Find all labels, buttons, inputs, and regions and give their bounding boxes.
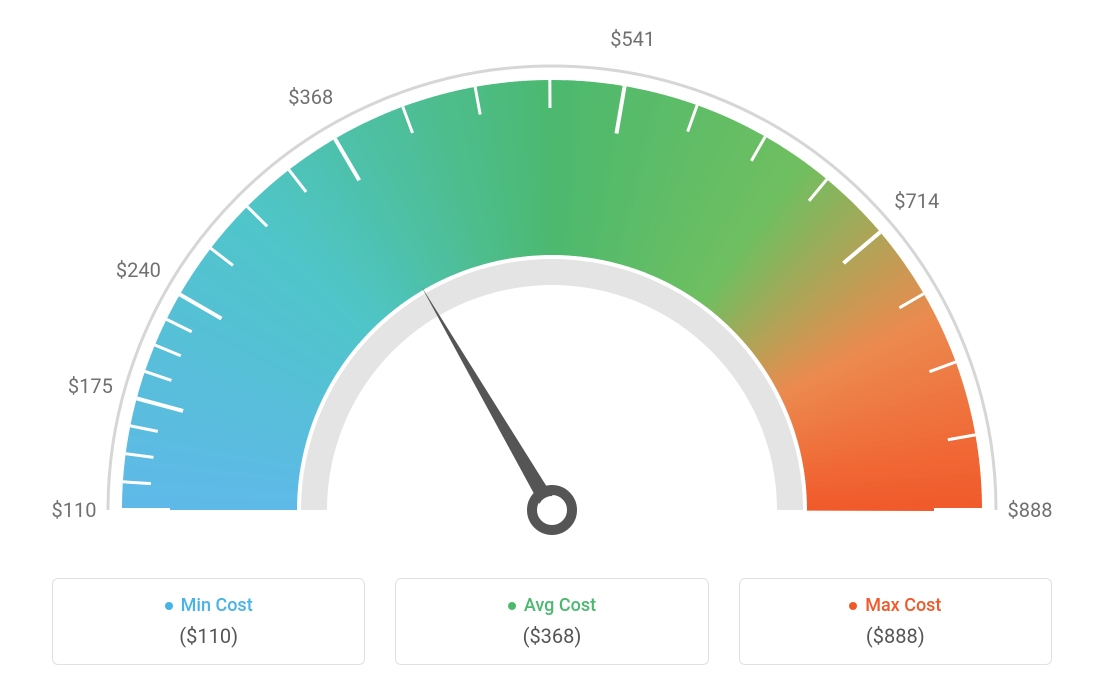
gauge-tick-label: $888	[1008, 498, 1053, 522]
gauge-tick-label: $175	[68, 374, 113, 398]
gauge-tick-label: $714	[894, 189, 939, 213]
legend-value-max: ($888)	[750, 624, 1041, 648]
gauge-tick-label: $541	[610, 27, 655, 51]
legend-card-avg: Avg Cost ($368)	[395, 578, 708, 665]
gauge-container: $110 $175 $240 $368 $541 $714 $888	[52, 10, 1052, 570]
legend-value-avg: ($368)	[406, 624, 697, 648]
legend-value-min: ($110)	[63, 624, 354, 648]
legend-label-avg: Avg Cost	[524, 595, 596, 616]
legend-dot-avg	[508, 602, 516, 610]
gauge-svg	[52, 10, 1052, 570]
legend-label-max: Max Cost	[865, 595, 941, 616]
legend-card-min: Min Cost ($110)	[52, 578, 365, 665]
legend-row: Min Cost ($110) Avg Cost ($368) Max Cost…	[52, 578, 1052, 665]
legend-dot-max	[849, 602, 857, 610]
gauge-tick-label: $240	[116, 258, 161, 282]
gauge-tick-label: $110	[52, 498, 97, 522]
legend-card-max: Max Cost ($888)	[739, 578, 1052, 665]
legend-label-min: Min Cost	[181, 595, 253, 616]
legend-dot-min	[165, 602, 173, 610]
gauge-tick-label: $368	[288, 85, 333, 109]
